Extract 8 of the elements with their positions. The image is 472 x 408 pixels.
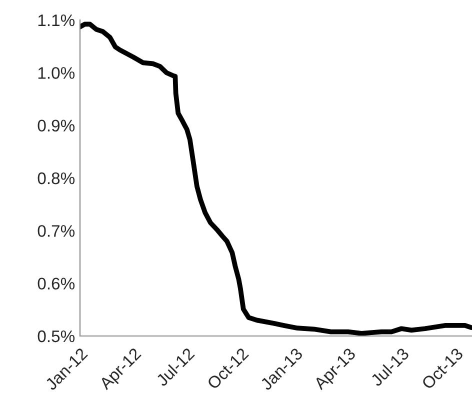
y-tick-label: 0.5%	[38, 330, 75, 342]
y-tick-label: 0.8%	[38, 172, 75, 184]
y-tick-label: 1.0%	[38, 67, 75, 79]
y-tick-label: 0.9%	[38, 120, 75, 132]
line-series	[80, 22, 472, 336]
y-tick-label: 0.7%	[38, 225, 75, 237]
y-tick-label: 1.1%	[38, 14, 75, 26]
y-tick-label: 0.6%	[38, 278, 75, 290]
